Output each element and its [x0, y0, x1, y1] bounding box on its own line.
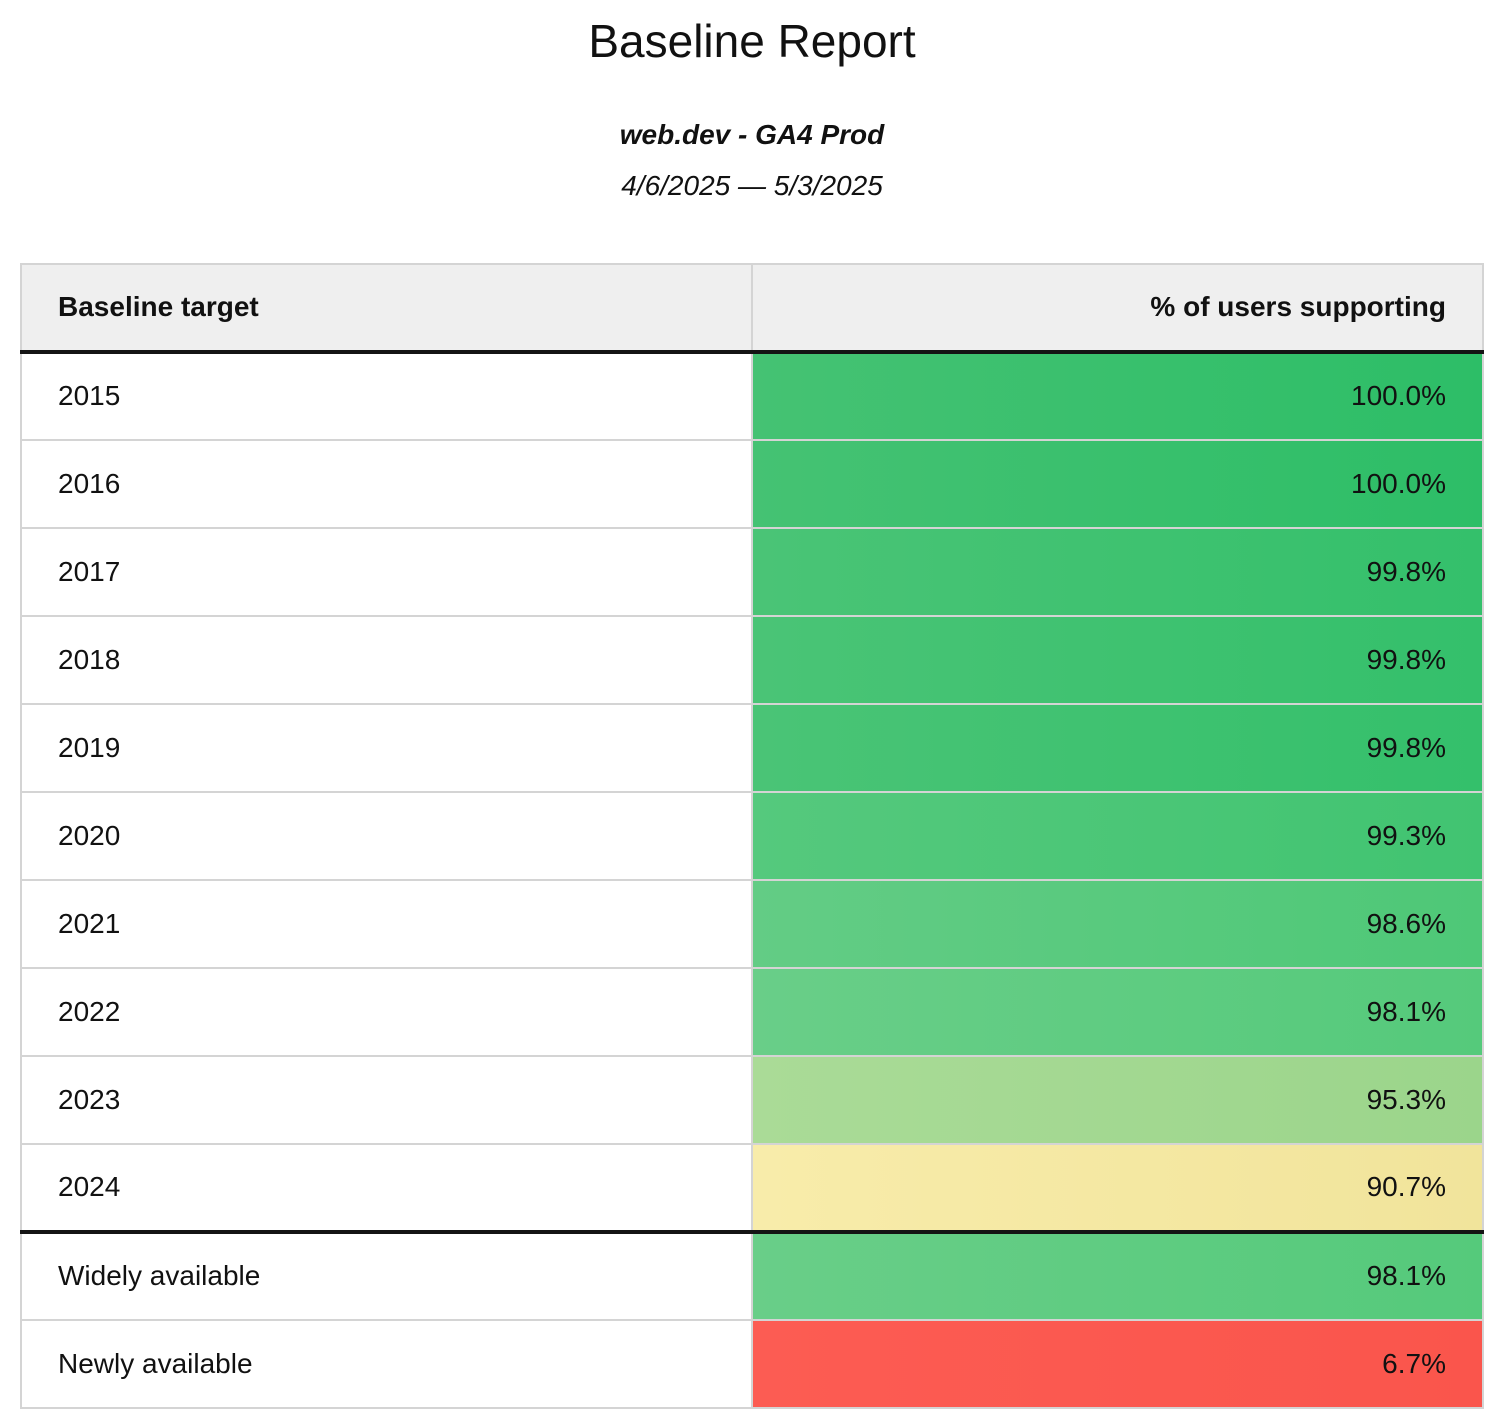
- percent-supporting-cell: 100.0%: [751, 438, 1484, 529]
- baseline-target-cell: 2018: [20, 614, 753, 705]
- percent-supporting-cell: 98.6%: [751, 878, 1484, 969]
- percent-supporting-cell: 95.3%: [751, 1054, 1484, 1145]
- percent-supporting-cell: 99.8%: [751, 614, 1484, 705]
- table-row: 2019 99.8%: [20, 702, 1484, 793]
- percent-supporting-cell: 99.8%: [751, 526, 1484, 617]
- baseline-target-cell: Widely available: [20, 1229, 753, 1321]
- percent-supporting-cell: 100.0%: [751, 350, 1484, 441]
- table-row: 2016 100.0%: [20, 438, 1484, 529]
- percent-supporting-cell: 6.7%: [751, 1318, 1484, 1409]
- table-row: 2023 95.3%: [20, 1054, 1484, 1145]
- report-property-name: web.dev - GA4 Prod: [619, 118, 885, 150]
- table-row: 2015 100.0%: [20, 350, 1484, 441]
- baseline-target-cell: 2017: [20, 526, 753, 617]
- baseline-target-cell: 2024: [20, 1142, 753, 1233]
- percent-supporting-cell: 99.3%: [751, 790, 1484, 881]
- baseline-target-cell: 2021: [20, 878, 753, 969]
- table-header: Baseline target % of users supporting: [20, 262, 1484, 354]
- table-row: Newly available 6.7%: [20, 1318, 1484, 1409]
- table-row: 2018 99.8%: [20, 614, 1484, 705]
- table-row: 2024 90.7%: [20, 1142, 1484, 1233]
- baseline-table: Baseline target % of users supporting 20…: [20, 262, 1484, 1409]
- page-title: Baseline Report: [588, 15, 916, 67]
- baseline-target-cell: Newly available: [20, 1318, 753, 1409]
- column-header-baseline-target: Baseline target: [20, 262, 753, 354]
- percent-supporting-cell: 98.1%: [751, 966, 1484, 1057]
- report-date-range: 4/6/2025 — 5/3/2025: [621, 169, 883, 201]
- table-header-row: Baseline target % of users supporting: [20, 262, 1484, 354]
- table-body: 2015 100.0% 2016 100.0% 2017 99.8% 2018 …: [20, 350, 1484, 1409]
- table-row: 2020 99.3%: [20, 790, 1484, 881]
- baseline-target-cell: 2022: [20, 966, 753, 1057]
- baseline-target-cell: 2016: [20, 438, 753, 529]
- baseline-target-cell: 2020: [20, 790, 753, 881]
- percent-supporting-cell: 90.7%: [751, 1142, 1484, 1233]
- table-row: 2022 98.1%: [20, 966, 1484, 1057]
- column-header-percent-users-supporting: % of users supporting: [751, 262, 1484, 354]
- baseline-target-cell: 2023: [20, 1054, 753, 1145]
- table-row: Widely available 98.1%: [20, 1229, 1484, 1321]
- baseline-target-cell: 2015: [20, 350, 753, 441]
- baseline-target-cell: 2019: [20, 702, 753, 793]
- percent-supporting-cell: 99.8%: [751, 702, 1484, 793]
- table-row: 2017 99.8%: [20, 526, 1484, 617]
- table-row: 2021 98.6%: [20, 878, 1484, 969]
- percent-supporting-cell: 98.1%: [751, 1229, 1484, 1321]
